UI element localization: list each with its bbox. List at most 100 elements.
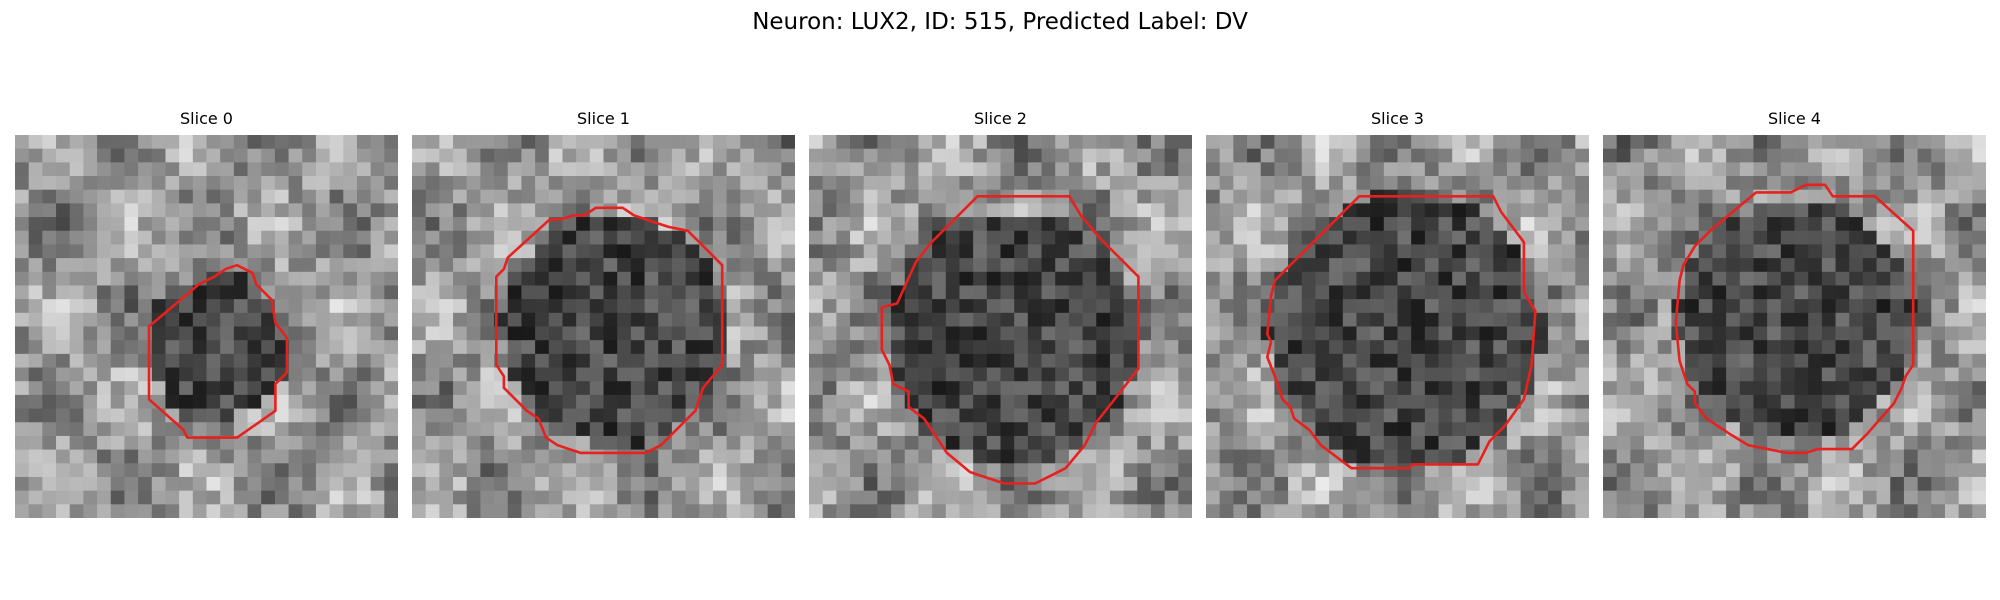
image-pixel [658,299,673,314]
image-pixel [1178,449,1192,464]
image-pixel [220,189,235,204]
image-pixel [1849,299,1864,314]
image-pixel [1534,381,1549,396]
image-pixel [740,463,755,478]
image-pixel [1233,435,1248,451]
image-pixel [1671,176,1686,191]
image-pixel [42,435,57,451]
image-pixel [521,271,536,286]
image-pixel [986,490,1001,505]
image-pixel [302,162,317,177]
image-pixel [1411,463,1426,478]
image-pixel [247,449,262,464]
image-pixel [384,230,398,245]
image-pixel [1000,176,1015,191]
image-pixel [56,340,71,355]
image-pixel [986,176,1001,191]
image-pixel [603,463,618,478]
image-pixel [1342,244,1357,259]
image-pixel [1603,176,1618,191]
image-pixel [1424,449,1440,464]
image-pixel [1027,504,1043,518]
image-pixel [1424,476,1440,492]
image-pixel [1972,422,1986,437]
image-pixel [877,504,892,518]
image-pixel [220,230,235,245]
image-pixel [1862,162,1878,177]
image-pixel [945,463,960,478]
image-pixel [1561,463,1576,478]
image-pixel [726,148,741,163]
image-pixel [1739,217,1754,232]
image-pixel [1342,381,1357,396]
image-pixel [165,217,180,232]
image-pixel [1876,135,1891,150]
image-pixel [986,244,1001,259]
image-pixel [877,189,892,204]
image-pixel [1726,340,1741,355]
image-pixel [1452,217,1467,232]
image-pixel [1452,312,1467,327]
image-pixel [904,435,919,451]
image-pixel [1288,299,1303,314]
image-pixel [576,258,591,273]
image-pixel [781,367,795,382]
image-pixel [1739,408,1754,423]
image-pixel [179,162,194,177]
image-pixel [781,381,795,396]
image-pixel [466,312,481,327]
image-pixel [1958,463,1973,478]
image-pixel [712,244,728,259]
image-pixel [1178,504,1192,518]
image-pixel [412,340,427,355]
image-pixel [138,203,153,218]
image-pixel [261,135,276,150]
image-pixel [535,340,550,355]
image-pixel [1219,299,1234,314]
image-pixel [233,230,249,245]
image-pixel [15,408,30,423]
image-pixel [1000,217,1015,232]
image-pixel [1479,326,1494,341]
image-pixel [1137,176,1152,191]
image-pixel [630,435,646,451]
image-pixel [850,463,865,478]
image-pixel [1247,326,1262,341]
image-pixel [261,203,276,218]
image-pixel [1096,217,1111,232]
image-pixel [685,340,700,355]
image-pixel [1780,326,1795,341]
image-pixel [151,504,166,518]
image-pixel [1547,217,1563,232]
image-pixel [425,326,440,341]
image-pixel [740,176,755,191]
image-pixel [288,230,303,245]
image-pixel [644,162,659,177]
image-pixel [247,408,262,423]
image-pixel [1931,381,1946,396]
image-pixel [1698,340,1713,355]
image-pixel [1780,176,1795,191]
image-pixel [822,217,837,232]
image-pixel [521,463,536,478]
image-pixel [1603,203,1618,218]
image-pixel [1164,230,1179,245]
image-pixel [589,435,604,451]
image-pixel [521,422,536,437]
image-pixel [836,449,851,464]
image-pixel [809,340,824,355]
image-pixel [1739,449,1754,464]
image-pixel [1123,326,1138,341]
image-pixel [1753,244,1768,259]
image-pixel [1493,285,1508,300]
image-pixel [261,381,276,396]
image-pixel [1575,148,1589,163]
image-pixel [1603,271,1618,286]
image-pixel [1630,285,1645,300]
image-pixel [1000,258,1015,273]
image-pixel [630,258,646,273]
image-pixel [1123,271,1138,286]
figure-title: Neuron: LUX2, ID: 515, Predicted Label: … [752,9,1248,35]
image-pixel [589,230,604,245]
image-pixel [1465,449,1481,464]
